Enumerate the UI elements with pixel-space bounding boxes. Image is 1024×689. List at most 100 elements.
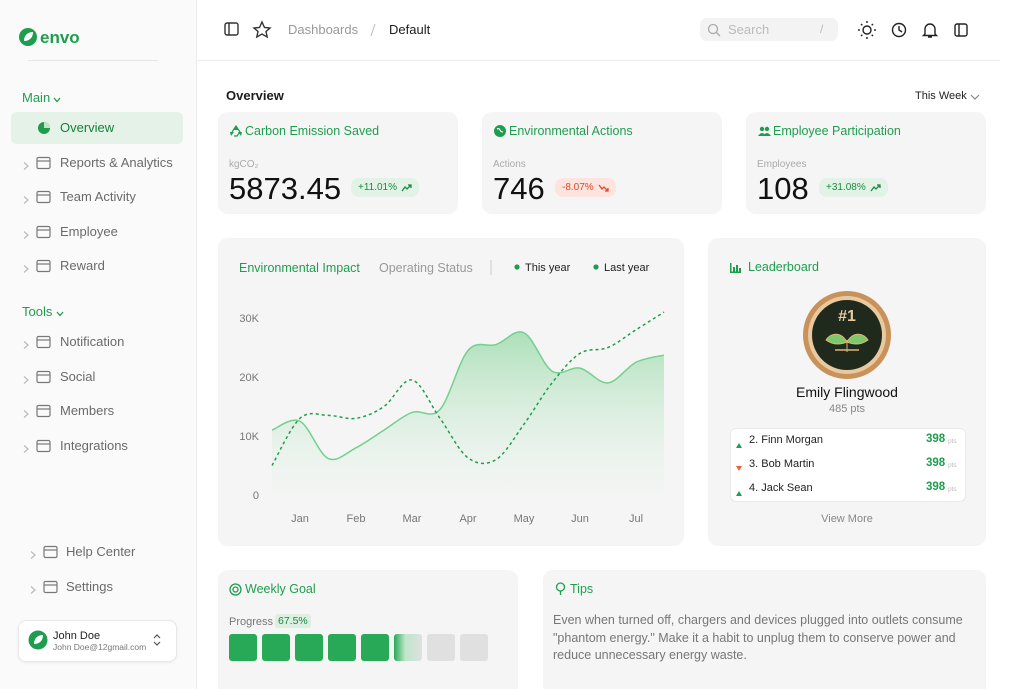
stat-icon-glyph [230,124,242,137]
section-chevron [55,306,65,317]
section-label[interactable]: Tools [22,304,53,319]
search-icon [707,23,721,37]
y-tick-label: 20K [239,372,259,384]
search-box[interactable] [700,18,838,41]
card-title: Tips [570,582,594,596]
progress-segment [262,634,290,661]
section-label[interactable]: Main [22,90,51,105]
user-menu[interactable] [152,632,162,648]
legend-dot [514,264,520,270]
breadcrumb[interactable]: Dashboards [288,22,359,37]
line-chart: Environmental Impact Operating Status This… [239,260,665,525]
view-more[interactable]: View More [821,513,873,525]
nav-item[interactable]: Overview [60,120,115,135]
x-tick-label: Jul [629,513,643,525]
section-chevron-glyph [56,311,64,317]
user-menu-glyph [153,634,161,646]
progress-segment [229,634,257,661]
item-icon-glyph [43,580,58,594]
progress-segment [328,634,356,661]
item-icon-glyph [36,190,51,204]
progress-value: 67.5% [275,614,311,628]
brand: envo [40,28,80,47]
nav-item[interactable]: Team Activity [60,189,136,204]
progress-label: Progress [229,616,274,628]
rank-trend-glyph [736,491,742,496]
progress-segment [394,634,422,661]
trend-arrow [401,184,412,192]
chart-tab[interactable]: Environmental Impact [239,261,360,275]
item-icon [36,370,52,384]
item-icon [37,121,51,135]
rank-trend-glyph [736,466,742,471]
progress-segment [427,634,455,661]
item-icon [36,335,52,349]
progress-segment [361,634,389,661]
x-tick-label: May [514,513,535,525]
nav-item[interactable]: Settings [66,579,113,594]
nav-item[interactable]: Social [60,368,96,384]
item-icon [36,404,52,418]
item-icon-glyph [36,335,51,349]
stat-title: Environmental Actions [509,124,633,138]
nav-item[interactable]: Help Center [66,544,136,559]
user-name: John Doe [53,630,101,642]
toolbar-icons[interactable] [856,19,976,41]
nav-item[interactable]: Reports & Analytics [60,154,173,170]
period-select[interactable]: This Week [915,90,967,102]
chevron-glyph [23,265,29,273]
x-tick-label: Apr [459,513,476,525]
search-placeholder[interactable]: Search [728,22,770,37]
stat-icon [493,124,507,138]
chevron-glyph [23,410,29,418]
goal-icon [229,583,242,596]
rank-unit: pts [948,462,957,469]
trend-arrow [870,184,881,192]
nav-item[interactable]: Reward [60,258,105,273]
stat-icon-glyph [758,126,771,136]
section-chevron-glyph [53,97,61,103]
item-icon [43,545,59,559]
rank-score: 398 [926,433,946,445]
rank-badge [802,290,892,380]
topbar-icons[interactable] [222,20,282,40]
stat-change: +11.01% [351,178,420,197]
breadcrumb-current: Default [389,22,431,37]
section-title: Overview [226,88,284,103]
x-tick-label: Feb [347,513,366,525]
tips-card [543,570,986,689]
leaderboard-icon [729,261,742,273]
progress-segment [295,634,323,661]
topbar-border [196,60,1000,61]
rank-trend [735,436,743,448]
chevron [29,582,37,594]
stat-value: 746 [493,171,545,206]
tips-text: Even when turned off, chargers and devic… [553,613,963,662]
divider [28,60,158,61]
stat-label: kgCO₂ [229,159,259,170]
stat-value: 108 [757,171,809,206]
area [272,331,664,495]
leader-name: Emily Flingwood [796,384,898,400]
period-chevron[interactable] [969,92,981,102]
logo [19,28,37,46]
chart-tab[interactable]: Operating Status [379,261,473,275]
nav-item[interactable]: Members [60,403,115,418]
item-icon-glyph [36,439,51,452]
item-icon-glyph [43,545,58,559]
chevron-glyph [23,341,29,349]
nav-item[interactable]: Notification [60,334,125,349]
tips-icon [555,582,566,596]
section-chevron [52,92,62,103]
search-shortcut: / [820,22,824,36]
user-email: John Doe@12gmail.com [53,642,147,652]
rank-trend-glyph [736,443,742,448]
ranking-list [730,428,966,502]
nav-item[interactable]: Employee [60,223,118,239]
rank-badge-glyph [803,291,891,379]
chevron [22,158,30,170]
chevron [22,192,30,204]
nav-item[interactable]: Integrations [60,437,128,453]
chevron-glyph [30,551,36,559]
